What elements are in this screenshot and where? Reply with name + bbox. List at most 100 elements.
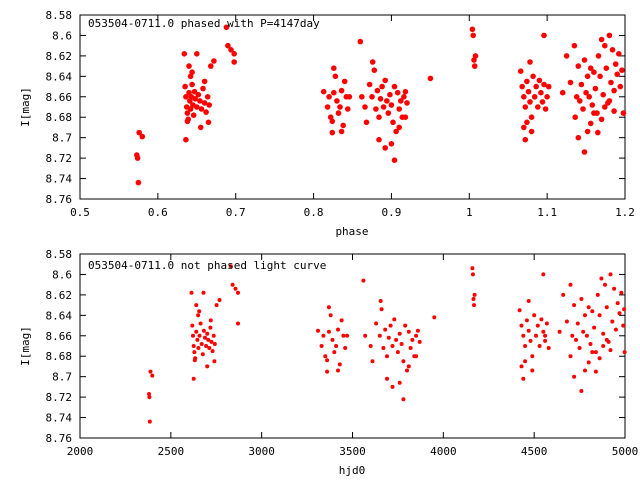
data-point	[186, 63, 192, 69]
y-tick-label: 8.74	[46, 412, 73, 425]
data-point	[521, 94, 527, 100]
data-point	[396, 106, 403, 112]
data-point	[610, 319, 615, 324]
data-point	[377, 333, 382, 338]
data-point	[592, 85, 599, 92]
data-point	[386, 335, 391, 340]
x-tick-label: 0.5	[70, 206, 90, 219]
data-point	[336, 327, 340, 332]
data-point	[382, 145, 389, 151]
y-tick-label: 8.76	[46, 193, 73, 206]
data-point	[205, 364, 210, 369]
data-point	[581, 57, 588, 63]
data-point	[208, 325, 213, 330]
data-point	[587, 120, 594, 127]
data-point	[189, 290, 194, 295]
data-point	[472, 292, 477, 297]
data-point	[581, 149, 588, 155]
data-point	[206, 337, 211, 342]
data-point	[402, 114, 409, 120]
data-point	[203, 109, 209, 115]
data-point	[574, 337, 578, 342]
data-point	[183, 94, 189, 100]
data-point	[611, 87, 617, 94]
data-point	[617, 83, 624, 90]
data-point	[595, 292, 600, 297]
data-point	[147, 392, 151, 396]
data-point	[577, 346, 582, 350]
data-point	[225, 42, 231, 49]
y-tick-label: 8.62	[46, 50, 73, 63]
data-point	[415, 328, 420, 333]
data-point	[345, 333, 350, 338]
data-point	[387, 91, 393, 98]
data-point	[214, 303, 219, 308]
data-point	[346, 94, 353, 100]
data-point	[340, 122, 347, 129]
data-point	[191, 376, 196, 381]
data-point	[408, 346, 413, 350]
data-point	[527, 99, 533, 105]
data-point	[584, 73, 591, 80]
data-point	[597, 73, 603, 80]
data-point	[326, 329, 331, 334]
data-point	[211, 333, 216, 338]
data-point	[572, 114, 578, 120]
data-point	[401, 359, 406, 364]
data-point	[567, 79, 574, 86]
data-point	[470, 32, 477, 39]
data-point	[343, 346, 348, 350]
data-point	[392, 317, 397, 322]
data-point	[197, 333, 202, 338]
data-point	[338, 87, 345, 94]
data-point	[231, 51, 237, 57]
data-point	[208, 63, 214, 69]
data-point	[337, 104, 343, 110]
data-point	[377, 96, 384, 102]
data-point	[210, 349, 215, 354]
data-point	[331, 65, 337, 71]
data-point	[334, 344, 339, 348]
data-point	[539, 317, 544, 322]
data-point	[326, 305, 331, 310]
x-axis: 0.5 0.6 0.7 0.8 0.9 1 1.1 1.2	[70, 15, 635, 219]
data-point	[194, 51, 200, 57]
data-point	[522, 136, 529, 143]
data-point	[568, 354, 573, 359]
y-tick-label: 8.68	[46, 350, 73, 363]
data-point	[519, 323, 524, 328]
data-point	[363, 119, 370, 126]
data-point	[223, 24, 230, 31]
data-point	[544, 321, 549, 326]
data-point	[622, 307, 627, 312]
data-point	[403, 323, 408, 328]
data-point	[432, 315, 437, 320]
data-point	[383, 327, 388, 332]
data-point	[414, 333, 419, 338]
data-point	[362, 104, 368, 110]
x-tick-label: 1	[466, 206, 473, 219]
data-point	[135, 179, 142, 186]
data-point	[535, 104, 541, 110]
data-point	[195, 337, 200, 342]
data-point	[385, 376, 389, 381]
chart-title: 053504-0711.0 not phased light curve	[88, 259, 326, 272]
data-point	[586, 94, 592, 100]
data-point	[545, 83, 552, 90]
data-point	[335, 110, 342, 116]
data-point	[589, 102, 596, 108]
data-point	[583, 368, 587, 373]
data-point	[330, 337, 335, 342]
y-axis-label: I[mag]	[19, 326, 32, 366]
data-point	[588, 342, 593, 346]
data-point	[198, 106, 205, 112]
data-point	[539, 99, 546, 105]
x-tick-label: 3500	[339, 445, 366, 458]
data-point	[517, 68, 524, 74]
data-point	[542, 106, 549, 112]
data-point	[606, 32, 613, 39]
data-point	[194, 104, 200, 110]
data-point	[196, 346, 201, 350]
data-point	[391, 83, 398, 90]
data-point	[527, 59, 533, 65]
